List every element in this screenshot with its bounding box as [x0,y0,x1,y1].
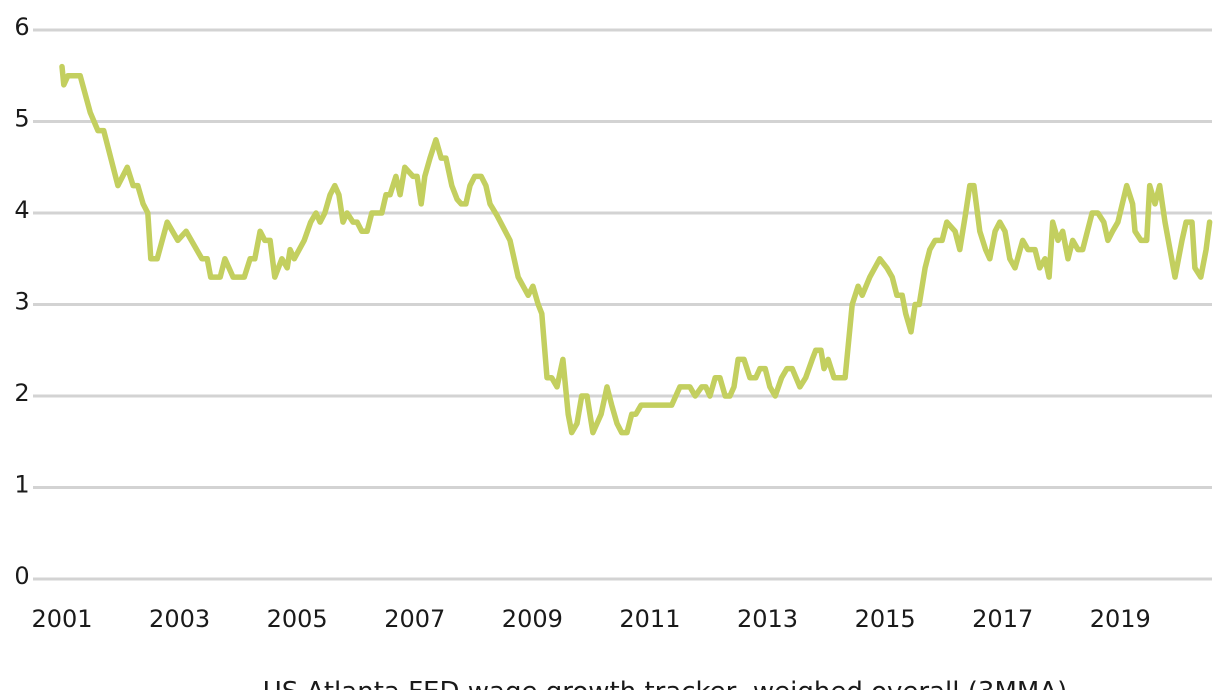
x-tick-label: 2011 [619,605,680,633]
y-tick-label: 6 [14,13,29,41]
grid [33,28,1212,581]
y-tick-label: 2 [14,379,29,407]
y-tick-label: 0 [14,562,29,590]
x-tick-label: 2003 [149,605,210,633]
x-tick-label: 2015 [855,605,916,633]
x-tick-label: 2007 [384,605,445,633]
y-tick-label: 3 [14,288,29,316]
x-tick-label: 2009 [502,605,563,633]
y-tick-label: 1 [14,471,29,499]
legend-entry: US Atlanta FED wage growth tracker, weig… [263,677,1068,690]
data-line [59,63,1213,436]
x-tick-label: 2019 [1090,605,1151,633]
x-tick-label: 2005 [267,605,328,633]
y-tick-label: 5 [14,105,29,133]
x-tick-label: 2013 [737,605,798,633]
x-tick-label: 2017 [972,605,1033,633]
plot-area [59,63,1213,436]
x-tick-label: 2001 [31,605,92,633]
axis-labels: 0 1 2 3 4 5 6 2001 2003 2005 2007 2009 2011 2013 2015 2… [14,13,1150,633]
y-tick-label: 4 [14,196,29,224]
